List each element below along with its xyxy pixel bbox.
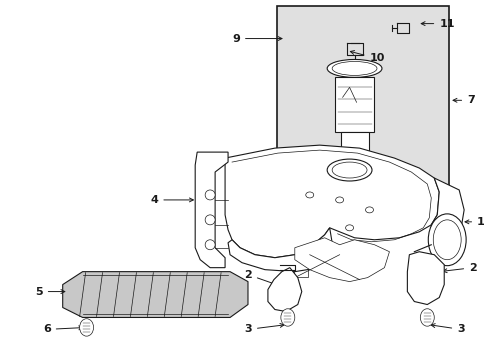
Ellipse shape [326,59,381,77]
Text: 7: 7 [452,95,474,105]
Text: 5: 5 [35,287,65,297]
Text: 12: 12 [244,213,295,226]
Bar [340,132,368,177]
Ellipse shape [365,207,373,213]
Ellipse shape [345,225,353,231]
Ellipse shape [80,319,93,336]
Text: 2: 2 [442,263,476,273]
Text: 8: 8 [343,173,401,183]
Ellipse shape [326,159,371,181]
Ellipse shape [335,197,343,203]
Text: 9: 9 [232,33,282,44]
Ellipse shape [305,192,313,198]
Ellipse shape [205,215,215,225]
Ellipse shape [280,309,294,326]
Ellipse shape [340,173,368,181]
Ellipse shape [205,190,215,200]
Ellipse shape [282,26,326,51]
Ellipse shape [287,30,321,48]
Text: 3: 3 [244,324,284,334]
Ellipse shape [427,214,465,266]
Text: 1: 1 [464,217,484,227]
Polygon shape [62,272,247,318]
Polygon shape [224,145,438,258]
Ellipse shape [297,208,309,216]
Polygon shape [430,178,463,255]
Text: 6: 6 [43,324,82,334]
Polygon shape [227,228,334,272]
Bar [276,6,448,196]
Ellipse shape [323,169,375,187]
Polygon shape [407,252,443,305]
Text: 4: 4 [150,195,193,205]
Polygon shape [294,238,388,282]
Polygon shape [267,268,301,311]
Text: 10: 10 [349,50,384,63]
Ellipse shape [328,172,370,184]
Text: 2: 2 [244,270,281,287]
Polygon shape [195,152,227,268]
Bar [334,77,374,132]
Text: 11: 11 [420,19,454,28]
Ellipse shape [205,240,215,250]
Bar [293,267,307,276]
Text: 3: 3 [430,324,464,334]
Ellipse shape [420,309,433,326]
